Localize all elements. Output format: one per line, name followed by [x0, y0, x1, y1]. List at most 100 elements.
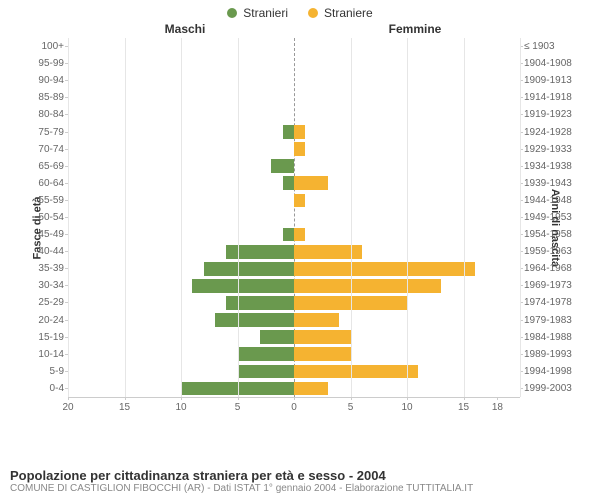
xtick-mark: [351, 397, 352, 400]
age-label: 100+: [20, 41, 64, 52]
birth-year-label: 1904-1908: [524, 58, 586, 69]
birth-year-label: 1929-1933: [524, 144, 586, 155]
birth-year-label: ≤ 1903: [524, 41, 586, 52]
age-label: 70-74: [20, 144, 64, 155]
birth-year-label: 1959-1963: [524, 246, 586, 257]
gridline: [125, 38, 126, 397]
bar-male: [204, 262, 294, 276]
pyramid-row: 85-891914-1918: [68, 89, 520, 106]
bar-female: [294, 347, 351, 361]
birth-year-label: 1934-1938: [524, 161, 586, 172]
xtick-mark: [294, 397, 295, 400]
chart-area: Fasce di età Anni di nascita 100+≤ 19039…: [10, 38, 590, 418]
birth-year-label: 1979-1983: [524, 315, 586, 326]
bar-male: [283, 125, 294, 139]
xtick-label: 5: [348, 402, 354, 413]
xtick-label: 0: [291, 402, 297, 413]
birth-year-label: 1919-1923: [524, 109, 586, 120]
xtick-label: 15: [119, 402, 130, 413]
bar-male: [215, 313, 294, 327]
footer: Popolazione per cittadinanza straniera p…: [10, 468, 590, 494]
gridline: [464, 38, 465, 397]
birth-year-label: 1909-1913: [524, 75, 586, 86]
age-label: 80-84: [20, 109, 64, 120]
pyramid-row: 15-191984-1988: [68, 329, 520, 346]
legend: Stranieri Straniere: [0, 0, 600, 22]
gridline: [68, 38, 69, 397]
pyramid-row: 35-391964-1968: [68, 260, 520, 277]
age-label: 10-14: [20, 349, 64, 360]
pyramid-row: 10-141989-1993: [68, 346, 520, 363]
xtick-label: 5: [235, 402, 241, 413]
pyramid-row: 100+≤ 1903: [68, 38, 520, 55]
age-label: 15-19: [20, 332, 64, 343]
column-title-female: Femmine: [300, 22, 530, 36]
xtick-mark: [125, 397, 126, 400]
age-label: 45-49: [20, 229, 64, 240]
pyramid-row: 0-41999-2003: [68, 380, 520, 397]
birth-year-label: 1949-1953: [524, 212, 586, 223]
legend-dot-male: [227, 8, 237, 18]
rows-container: 100+≤ 190395-991904-190890-941909-191385…: [68, 38, 520, 397]
pyramid-row: 30-341969-1973: [68, 277, 520, 294]
bar-male: [192, 279, 294, 293]
age-label: 50-54: [20, 212, 64, 223]
birth-year-label: 1939-1943: [524, 178, 586, 189]
birth-year-label: 1994-1998: [524, 366, 586, 377]
xtick-mark: [407, 397, 408, 400]
bar-male: [283, 176, 294, 190]
age-label: 40-44: [20, 246, 64, 257]
birth-year-label: 1954-1958: [524, 229, 586, 240]
age-label: 95-99: [20, 58, 64, 69]
xtick-label: 15: [458, 402, 469, 413]
pyramid-row: 25-291974-1978: [68, 294, 520, 311]
gridline: [181, 38, 182, 397]
birth-year-label: 1984-1988: [524, 332, 586, 343]
age-label: 25-29: [20, 297, 64, 308]
caption-subtitle: COMUNE DI CASTIGLION FIBOCCHI (AR) - Dat…: [10, 483, 590, 494]
legend-item-female: Straniere: [308, 6, 373, 20]
plot: 100+≤ 190395-991904-190890-941909-191385…: [68, 38, 520, 398]
pyramid-row: 50-541949-1953: [68, 209, 520, 226]
bar-male: [238, 347, 295, 361]
birth-year-label: 1914-1918: [524, 92, 586, 103]
xtick-mark: [464, 397, 465, 400]
xtick-mark: [497, 397, 498, 400]
pyramid-row: 75-791924-1928: [68, 123, 520, 140]
pyramid-row: 20-241979-1983: [68, 312, 520, 329]
bar-female: [294, 194, 305, 208]
bar-female: [294, 382, 328, 396]
bar-female: [294, 245, 362, 259]
pyramid-row: 65-691934-1938: [68, 158, 520, 175]
bar-male: [260, 330, 294, 344]
age-label: 75-79: [20, 127, 64, 138]
column-titles: Maschi Femmine: [0, 22, 600, 38]
xtick-label: 20: [62, 402, 73, 413]
bar-female: [294, 262, 475, 276]
age-label: 20-24: [20, 315, 64, 326]
bar-female: [294, 313, 339, 327]
xtick-label: 10: [401, 402, 412, 413]
bar-male: [238, 365, 295, 379]
bar-female: [294, 330, 351, 344]
age-label: 55-59: [20, 195, 64, 206]
xtick-mark: [238, 397, 239, 400]
pyramid-row: 40-441959-1963: [68, 243, 520, 260]
birth-year-label: 1999-2003: [524, 383, 586, 394]
legend-label-male: Stranieri: [243, 6, 288, 20]
gridline: [238, 38, 239, 397]
bar-female: [294, 125, 305, 139]
column-title-male: Maschi: [70, 22, 300, 36]
birth-year-label: 1969-1973: [524, 280, 586, 291]
bar-male: [226, 245, 294, 259]
pyramid-row: 80-841919-1923: [68, 106, 520, 123]
legend-item-male: Stranieri: [227, 6, 288, 20]
pyramid-row: 95-991904-1908: [68, 55, 520, 72]
pyramid-row: 45-491954-1958: [68, 226, 520, 243]
bar-female: [294, 176, 328, 190]
bar-female: [294, 228, 305, 242]
birth-year-label: 1944-1948: [524, 195, 586, 206]
age-label: 30-34: [20, 280, 64, 291]
caption-title: Popolazione per cittadinanza straniera p…: [10, 468, 590, 483]
birth-year-label: 1924-1928: [524, 127, 586, 138]
